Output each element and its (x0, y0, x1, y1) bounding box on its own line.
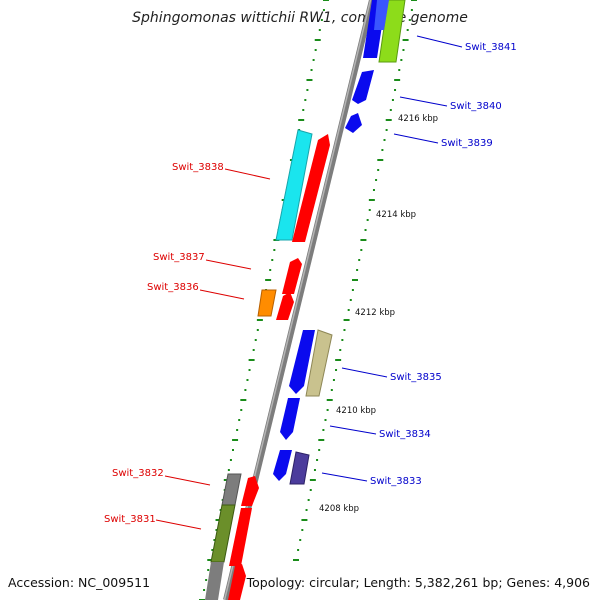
scale-label-4210: 4210 kbp (336, 406, 376, 416)
label-swit-3838[interactable]: Swit_3838 (172, 162, 224, 173)
connector-swit-3833 (321, 472, 368, 482)
gene-swit-3836-partner[interactable] (276, 292, 294, 320)
connector-swit-3835 (341, 367, 388, 378)
label-swit-3840[interactable]: Swit_3840 (450, 101, 502, 112)
gene-swit-3841-partner[interactable] (378, 0, 406, 63)
gene-swit-3838[interactable] (275, 129, 313, 241)
label-swit-3832[interactable]: Swit_3832 (112, 468, 164, 479)
connector-swit-3839 (393, 133, 439, 144)
label-swit-3834[interactable]: Swit_3834 (379, 429, 431, 440)
connector-swit-3841 (416, 35, 463, 48)
label-swit-3841[interactable]: Swit_3841 (465, 42, 517, 53)
gene-swit-3835[interactable] (289, 330, 315, 394)
gene-swit-3833-partner[interactable] (289, 451, 310, 485)
connector-swit-3838 (224, 168, 271, 180)
gene-swit-3832[interactable] (221, 473, 242, 506)
connector-swit-3831 (155, 519, 202, 530)
scale-label-4208: 4208 kbp (319, 504, 359, 514)
topology-text: Topology: circular; Length: 5,382,261 bp… (246, 575, 590, 590)
label-swit-3836[interactable]: Swit_3836 (147, 282, 199, 293)
gene-swit-3837[interactable] (282, 258, 302, 294)
gene-swit-3839[interactable] (345, 113, 362, 133)
gene-swit-3831-partner[interactable] (229, 508, 252, 566)
gene-swit-3836[interactable] (257, 289, 277, 317)
label-swit-3839[interactable]: Swit_3839 (441, 138, 493, 149)
label-swit-3833[interactable]: Swit_3833 (370, 476, 422, 487)
gene-swit-3831-lower-grey (205, 562, 224, 600)
gene-swit-3840[interactable] (352, 70, 374, 104)
connector-swit-3834 (329, 425, 377, 435)
label-swit-3835[interactable]: Swit_3835 (390, 372, 442, 383)
scale-label-4214: 4214 kbp (376, 210, 416, 220)
gene-swit-3835-partner[interactable] (305, 329, 333, 397)
gene-swit-3841-small (374, 0, 389, 30)
scale-label-4212: 4212 kbp (355, 308, 395, 318)
gene-swit-3833[interactable] (273, 450, 292, 481)
scale-label-4216: 4216 kbp (398, 114, 438, 124)
label-swit-3831[interactable]: Swit_3831 (104, 514, 156, 525)
connector-swit-3836 (199, 289, 245, 300)
connector-swit-3840 (399, 96, 448, 107)
gene-swit-3831[interactable] (210, 504, 236, 563)
gene-swit-3831-lower-red (228, 564, 246, 600)
gene-swit-3832-partner[interactable] (241, 476, 259, 506)
connector-swit-3832 (164, 475, 211, 486)
gene-swit-3838-partner[interactable] (292, 134, 330, 242)
gene-swit-3834[interactable] (280, 398, 300, 440)
connector-swit-3837 (205, 259, 252, 270)
label-swit-3837[interactable]: Swit_3837 (153, 252, 205, 263)
accession-text: Accession: NC_009511 (8, 575, 151, 590)
outer-tick-rail (293, 0, 417, 561)
